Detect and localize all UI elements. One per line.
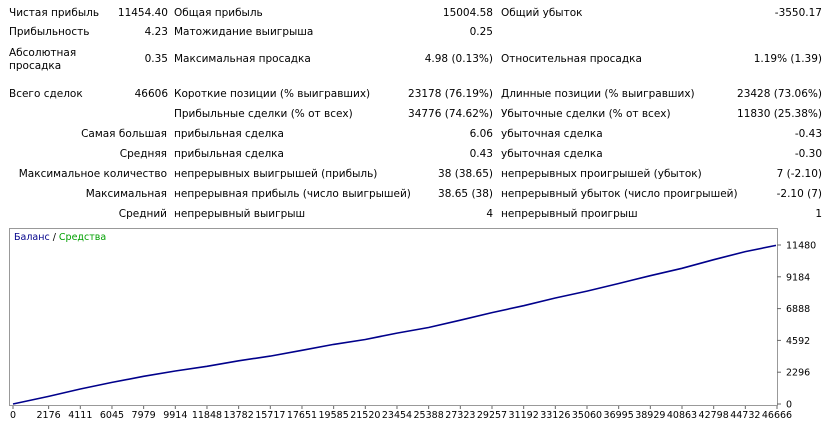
largest-loss-label: убыточная сделка	[501, 128, 603, 140]
max-count-label: Максимальное количество	[18, 168, 167, 180]
average-loss-value: -0.30	[794, 148, 822, 160]
x-tick-label: 13782	[224, 410, 254, 421]
x-tick-label: 0	[10, 410, 16, 421]
relative-drawdown-label: Относительная просадка	[501, 53, 642, 65]
relative-drawdown-value: 1.19% (1.39)	[753, 53, 822, 65]
max-consec-losses-label: непрерывных проигрышей (убыток)	[501, 168, 702, 180]
x-tick-label: 36995	[604, 410, 634, 421]
x-tick-label: 15717	[255, 410, 285, 421]
gross-profit-value: 15004.58	[442, 7, 493, 19]
gross-loss-label: Общий убыток	[501, 7, 583, 19]
x-tick-label: 44732	[730, 410, 760, 421]
loss-trades-value: 11830 (25.38%)	[737, 108, 822, 120]
x-tick-label: 46666	[762, 410, 792, 421]
balance-line	[12, 244, 777, 405]
row-profit-factor: Прибыльность 4.23 Матожидание выигрыша 0…	[0, 22, 831, 42]
row-total-trades: Всего сделок 46606 Короткие позиции (% в…	[0, 84, 831, 104]
average-loss-label: убыточная сделка	[501, 148, 603, 160]
long-positions-label: Длинные позиции (% выигравших)	[501, 88, 695, 100]
expected-payoff-label: Матожидание выигрыша	[174, 26, 314, 38]
profit-factor-value: 4.23	[144, 26, 168, 38]
legend-balance: Баланс	[14, 232, 50, 243]
x-tick-label: 11848	[192, 410, 222, 421]
x-tick-label: 9914	[163, 410, 187, 421]
row-profit-trades: Прибыльные сделки (% от всех) 34776 (74.…	[0, 104, 831, 124]
largest-loss-value: -0.43	[794, 128, 822, 140]
max-drawdown-label: Максимальная просадка	[174, 53, 311, 65]
maximal-label: Максимальная	[85, 188, 167, 200]
x-tick-label: 27323	[445, 410, 475, 421]
x-tick-label: 6045	[100, 410, 124, 421]
row-average: Средняя прибыльная сделка 0.43 убыточная…	[0, 144, 831, 164]
x-tick-label: 31192	[509, 410, 539, 421]
x-tick-label: 42798	[699, 410, 729, 421]
x-tick-label: 4111	[68, 410, 92, 421]
row-maximal: Максимальная непрерывная прибыль (число …	[0, 184, 831, 204]
absolute-drawdown-value: 0.35	[144, 53, 168, 65]
avg-consec-losses-value: 1	[815, 208, 822, 220]
x-tick-label: 21520	[350, 410, 380, 421]
x-tick-label: 33126	[540, 410, 570, 421]
avg-consec-losses-label: непрерывный проигрыш	[501, 208, 638, 220]
net-profit-label: Чистая прибыль	[9, 7, 100, 19]
max-consec-wins-value: 38 (38.65)	[438, 168, 493, 180]
y-tick-label: 11480	[786, 241, 816, 252]
x-tick-label: 38929	[635, 410, 665, 421]
row-avg-consecutive: Средний непрерывный выигрыш 4 непрерывны…	[0, 204, 831, 224]
chart-legend: Баланс / Средства	[14, 232, 106, 243]
profit-trades-label: Прибыльные сделки (% от всех)	[174, 108, 353, 120]
x-tick-label: 19585	[319, 410, 349, 421]
x-tick-label: 7979	[132, 410, 156, 421]
x-tick-label: 17651	[287, 410, 317, 421]
x-tick-label: 29257	[477, 410, 507, 421]
max-drawdown-value: 4.98 (0.13%)	[424, 53, 493, 65]
gross-profit-label: Общая прибыль	[174, 7, 263, 19]
average-label: Средняя	[119, 148, 167, 160]
largest-profit-value: 6.06	[469, 128, 493, 140]
max-consec-loss-label: непрерывный убыток (число проигрышей)	[501, 188, 738, 200]
y-tick-label: 0	[786, 400, 792, 411]
legend-equity: Средства	[58, 232, 107, 243]
loss-trades-label: Убыточные сделки (% от всех)	[501, 108, 671, 120]
expected-payoff-value: 0.25	[469, 26, 493, 38]
row-net-profit: Чистая прибыль 11454.40 Общая прибыль 15…	[0, 3, 831, 23]
x-tick-label: 25388	[414, 410, 444, 421]
max-consec-wins-label: непрерывных выигрышей (прибыль)	[174, 168, 378, 180]
x-tick-label: 2176	[37, 410, 61, 421]
y-tick-label: 4592	[786, 336, 810, 347]
long-positions-value: 23428 (73.06%)	[737, 88, 822, 100]
avg-label: Средний	[118, 208, 167, 220]
absolute-drawdown-label: Абсолютная просадка	[9, 47, 77, 72]
y-tick-label: 6888	[786, 304, 810, 315]
short-positions-label: Короткие позиции (% выигравших)	[174, 88, 371, 100]
max-consec-profit-label: непрерывная прибыль (число выигрышей)	[174, 188, 411, 200]
total-trades-label: Всего сделок	[9, 88, 83, 100]
short-positions-value: 23178 (76.19%)	[408, 88, 493, 100]
largest-label: Самая большая	[81, 128, 167, 140]
max-consec-profit-value: 38.65 (38)	[438, 188, 493, 200]
row-largest: Самая большая прибыльная сделка 6.06 убы…	[0, 124, 831, 144]
average-profit-label: прибыльная сделка	[174, 148, 284, 160]
x-tick-label: 23454	[382, 410, 412, 421]
profit-trades-value: 34776 (74.62%)	[408, 108, 493, 120]
total-trades-value: 46606	[134, 88, 168, 100]
avg-consec-wins-label: непрерывный выигрыш	[174, 208, 306, 220]
x-tick-label: 40863	[667, 410, 697, 421]
max-consec-loss-value: -2.10 (7)	[776, 188, 822, 200]
average-profit-value: 0.43	[469, 148, 493, 160]
avg-consec-wins-value: 4	[486, 208, 493, 220]
x-tick-label: 35060	[572, 410, 602, 421]
max-consec-losses-value: 7 (-2.10)	[776, 168, 822, 180]
legend-separator: /	[49, 232, 59, 243]
profit-factor-label: Прибыльность	[9, 26, 90, 38]
net-profit-value: 11454.40	[117, 7, 168, 19]
y-tick-label: 9184	[786, 272, 810, 283]
y-tick-label: 2296	[786, 368, 810, 379]
row-drawdown: Абсолютная просадка 0.35 Максимальная пр…	[0, 44, 831, 74]
largest-profit-label: прибыльная сделка	[174, 128, 284, 140]
gross-loss-value: -3550.17	[774, 7, 822, 19]
row-max-count: Максимальное количество непрерывных выиг…	[0, 164, 831, 184]
balance-chart-frame	[9, 228, 778, 406]
